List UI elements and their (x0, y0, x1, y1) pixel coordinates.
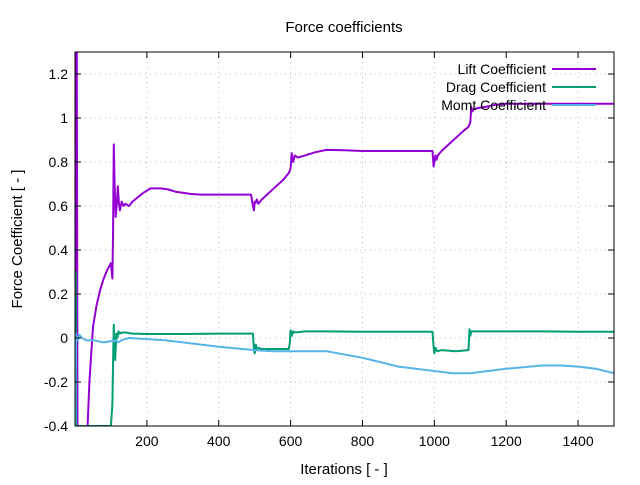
y-tick-label: 0.2 (49, 286, 69, 302)
plot-frame (74, 51, 615, 427)
x-tick-label: 1200 (491, 433, 522, 449)
x-tick-label: 1000 (419, 433, 450, 449)
y-tick-label: 0 (60, 330, 68, 346)
series-line-drag-coefficient (75, 271, 614, 426)
y-tick-label: 0.4 (49, 242, 69, 258)
y-tick-label: 1 (60, 110, 68, 126)
legend-label: Drag Coefficient (446, 79, 546, 95)
y-axis-title: Force Coefficient [ - ] (9, 170, 26, 309)
y-tick-label: 0.6 (49, 198, 69, 214)
legend: Lift Coefficient Drag Coefficient Momt Coe… (441, 61, 596, 113)
y-tick-label: -0.2 (44, 374, 68, 390)
axis-ticks (75, 52, 614, 427)
y-tick-label: 0.8 (49, 154, 69, 170)
series-lines (75, 52, 614, 426)
x-axis-title: Iterations [ - ] (300, 461, 388, 478)
x-tick-labels: 200 400 600 800 1000 1200 1400 (135, 433, 594, 449)
x-tick-label: 600 (279, 433, 303, 449)
x-tick-label: 400 (207, 433, 231, 449)
legend-label: Lift Coefficient (458, 61, 547, 77)
series-line-momt-coefficient (75, 332, 614, 426)
legend-label: Momt Coefficient (441, 97, 546, 113)
series-line-lift-coefficient (75, 52, 614, 426)
chart-title: Force coefficients (285, 19, 402, 36)
y-tick-label: -0.4 (44, 418, 68, 434)
x-tick-label: 800 (351, 433, 375, 449)
y-tick-labels: -0.4 -0.2 0 0.2 0.4 0.6 0.8 1 1.2 (44, 66, 68, 434)
x-tick-label: 1400 (562, 433, 593, 449)
x-tick-label: 200 (135, 433, 159, 449)
y-tick-label: 1.2 (49, 66, 69, 82)
